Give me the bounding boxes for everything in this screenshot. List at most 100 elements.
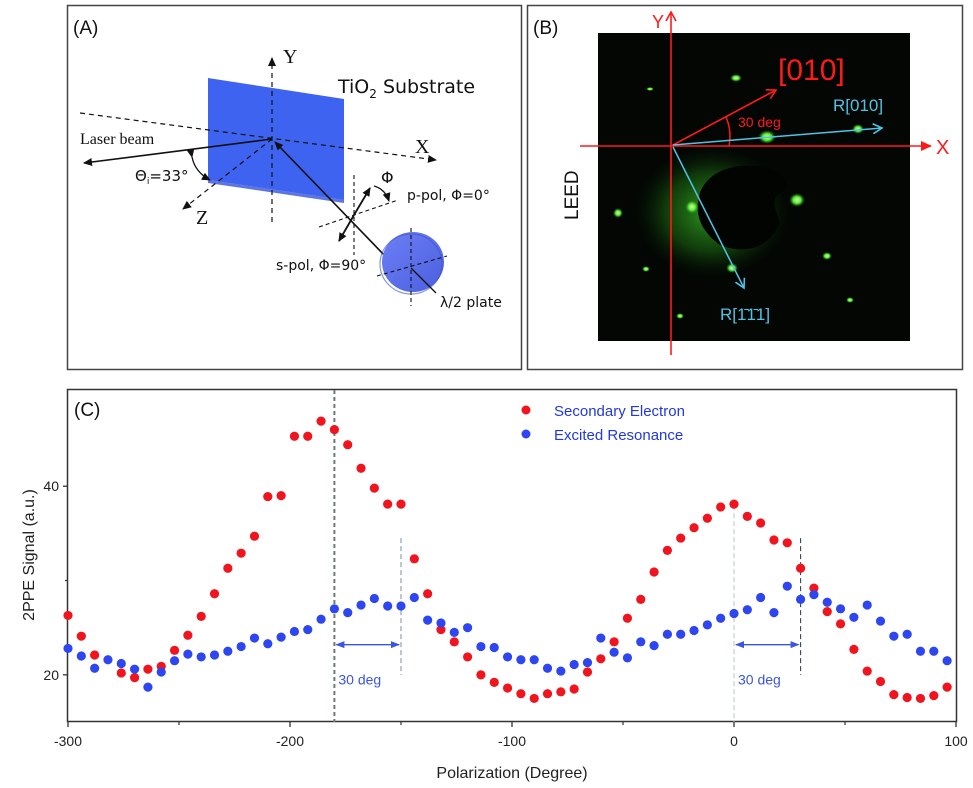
legend: Secondary Electron Excited Resonance <box>521 403 685 444</box>
point-secondary-electron <box>130 673 140 683</box>
point-secondary-electron <box>343 440 353 450</box>
point-excited-resonance <box>236 641 246 652</box>
point-excited-resonance <box>156 667 166 677</box>
x-tick-label: -300 <box>54 733 82 749</box>
point-secondary-electron <box>942 682 952 692</box>
point-secondary-electron <box>63 610 73 621</box>
point-secondary-electron <box>782 538 792 548</box>
point-excited-resonance <box>729 608 739 619</box>
span-label: 30 deg <box>738 672 781 688</box>
point-excited-resonance <box>276 632 286 642</box>
point-excited-resonance <box>542 663 553 673</box>
point-excited-resonance <box>929 646 939 656</box>
point-excited-resonance <box>316 614 326 624</box>
point-secondary-electron <box>329 425 339 435</box>
point-excited-resonance <box>223 646 233 656</box>
tio2-substrate <box>208 78 344 200</box>
point-excited-resonance <box>796 594 806 604</box>
point-excited-resonance <box>343 607 353 618</box>
point-secondary-electron <box>889 690 899 700</box>
point-secondary-electron <box>502 683 513 693</box>
r010-arrow <box>672 123 884 146</box>
s-pol-label: s-pol, Φ=90° <box>276 258 366 274</box>
point-secondary-electron <box>676 533 686 543</box>
z-axis-line <box>182 138 273 210</box>
point-excited-resonance <box>822 597 832 607</box>
point-excited-resonance <box>263 639 273 649</box>
point-secondary-electron <box>223 563 233 573</box>
point-secondary-electron <box>849 644 859 654</box>
point-secondary-electron <box>143 664 153 674</box>
axis-z-label: Z <box>196 207 208 229</box>
point-excited-resonance <box>169 656 180 666</box>
point-excited-resonance <box>449 627 459 637</box>
point-excited-resonance <box>329 604 339 614</box>
leed-spot <box>789 193 805 207</box>
axis-ticks: -300 -200 -100 0 100 20 40 <box>43 478 967 749</box>
point-excited-resonance <box>649 641 659 651</box>
point-secondary-electron <box>196 611 206 621</box>
point-excited-resonance <box>609 647 619 657</box>
point-secondary-electron <box>636 594 646 604</box>
legend-label-secondary-electron: Secondary Electron <box>554 403 685 420</box>
point-excited-resonance <box>476 641 486 652</box>
point-excited-resonance <box>689 625 699 636</box>
leed-spot <box>730 74 742 82</box>
point-excited-resonance <box>902 629 912 639</box>
x-axis-title: Polarization (Degree) <box>436 765 587 782</box>
theta-arc <box>186 148 211 181</box>
point-excited-resonance <box>529 655 539 665</box>
x-tick-label: 100 <box>944 733 968 749</box>
y-tick-label: 40 <box>43 478 59 494</box>
point-secondary-electron <box>542 689 553 699</box>
point-secondary-electron <box>316 416 326 426</box>
substrate-edge <box>208 180 344 203</box>
point-secondary-electron <box>862 666 872 676</box>
point-secondary-electron <box>236 548 246 558</box>
point-secondary-electron <box>90 650 100 660</box>
leed-spot <box>676 313 684 319</box>
point-secondary-electron <box>396 499 406 509</box>
point-secondary-electron <box>756 518 766 528</box>
p-pol-label: p-pol, Φ=0° <box>407 188 490 204</box>
point-secondary-electron <box>289 431 300 441</box>
half-wave-plate <box>382 232 444 292</box>
point-excited-resonance <box>942 656 952 666</box>
point-secondary-electron <box>463 652 473 662</box>
point-secondary-electron <box>209 589 220 599</box>
point-excited-resonance <box>809 590 819 600</box>
point-excited-resonance <box>596 633 606 643</box>
point-excited-resonance <box>103 655 113 665</box>
point-secondary-electron <box>609 637 619 647</box>
point-excited-resonance <box>303 624 313 635</box>
point-excited-resonance <box>409 592 419 603</box>
plate-beam <box>410 267 437 294</box>
r111-label: R[1̄1̄1] <box>720 305 770 324</box>
point-excited-resonance <box>76 651 86 661</box>
point-secondary-electron <box>662 545 673 555</box>
point-secondary-electron <box>76 631 86 641</box>
point-excited-resonance <box>369 593 379 604</box>
span-label: 30 deg <box>338 672 381 688</box>
point-excited-resonance <box>516 655 526 665</box>
panel-a: (A) Y X Z TiO2 Substrate Laser beam Θi=3… <box>66 4 523 371</box>
phi-arc <box>373 185 391 202</box>
point-secondary-electron <box>649 567 659 577</box>
point-secondary-electron <box>516 689 526 699</box>
point-excited-resonance <box>756 592 766 603</box>
point-excited-resonance <box>90 663 100 673</box>
point-excited-resonance <box>130 664 140 674</box>
legend-label-excited-resonance: Excited Resonance <box>554 427 683 444</box>
leed-axis-y-label: Y <box>652 12 664 32</box>
pol-arrow-down <box>338 214 355 242</box>
data-points <box>63 416 952 704</box>
point-excited-resonance <box>249 633 260 643</box>
panel-c-chart: (C) 30 deg 30 deg -300 -200 -100 0 100 20 40 Se… <box>21 388 968 782</box>
point-secondary-electron <box>596 654 606 664</box>
point-secondary-electron <box>276 491 286 501</box>
point-secondary-electron <box>383 499 393 509</box>
point-secondary-electron <box>716 502 726 512</box>
angle-arc <box>725 116 731 147</box>
point-excited-resonance <box>849 612 859 622</box>
point-excited-resonance <box>702 620 712 630</box>
